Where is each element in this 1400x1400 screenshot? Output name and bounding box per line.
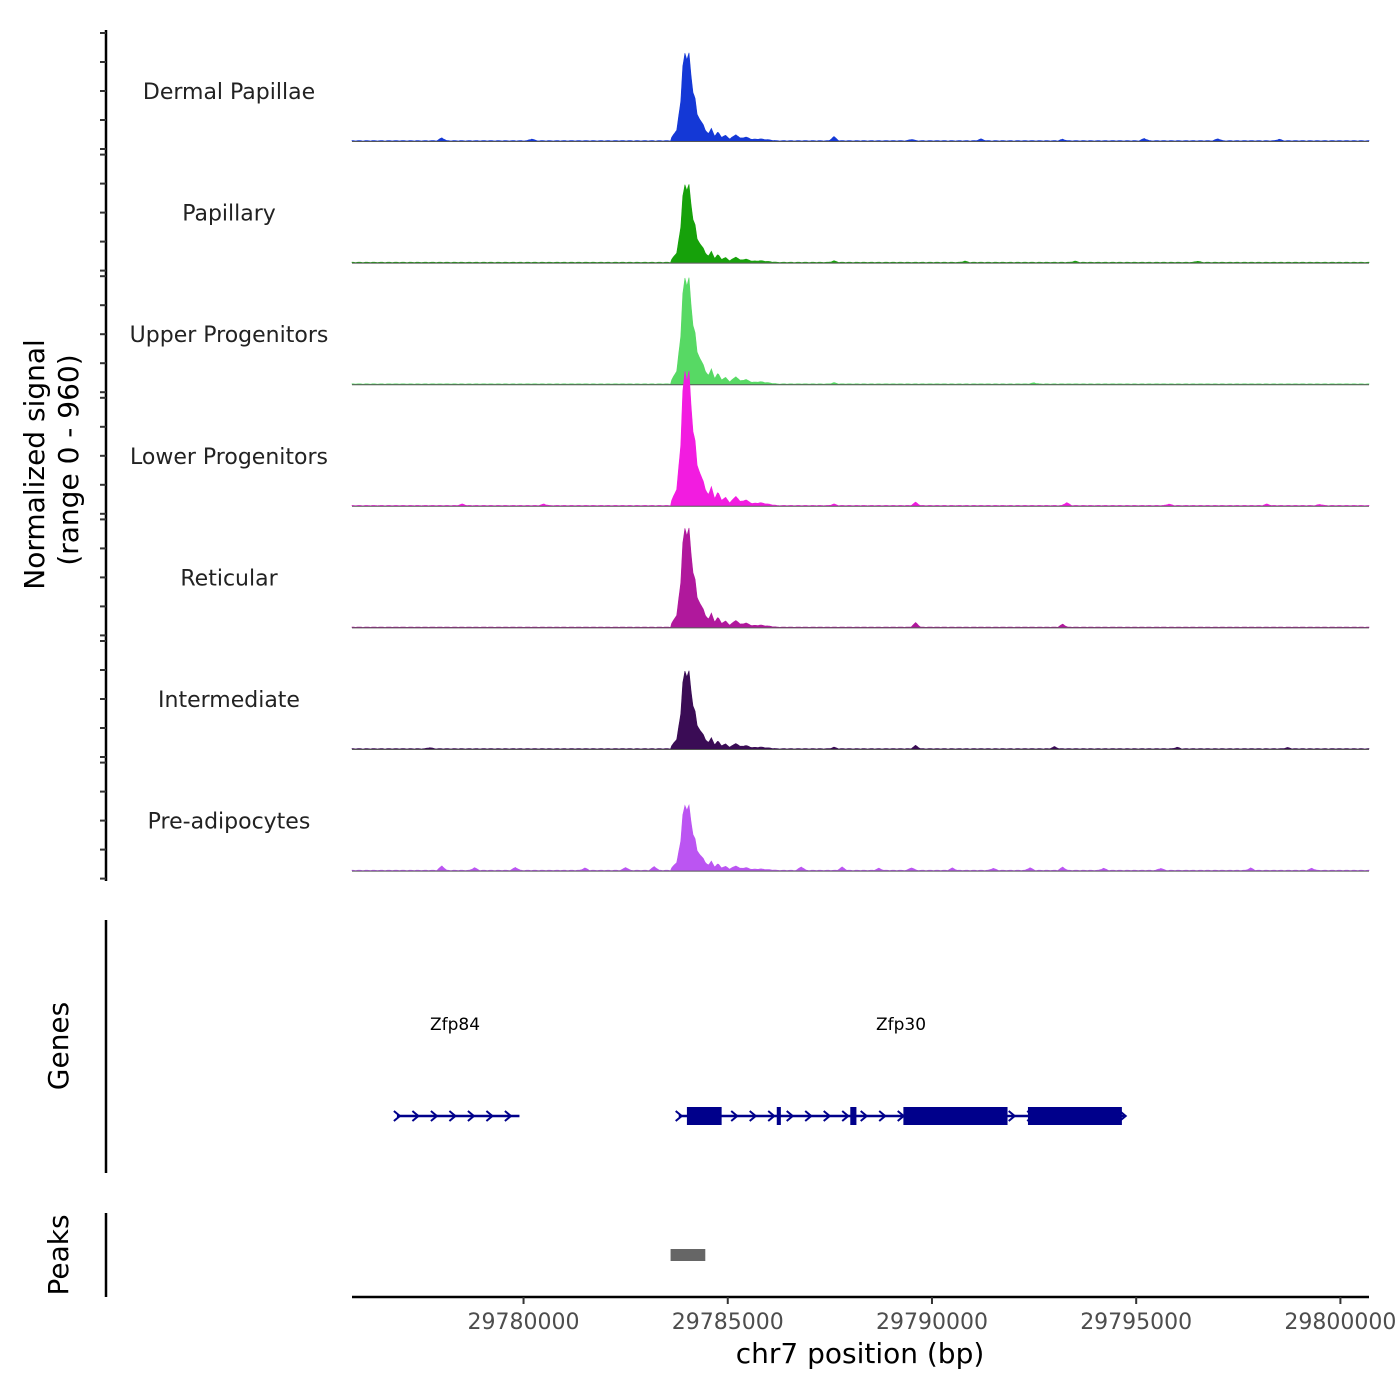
strand-arrow	[393, 1110, 402, 1122]
x-tick-label: 29785000	[672, 1310, 784, 1335]
strand-arrow	[786, 1110, 795, 1122]
strand-arrow	[504, 1110, 513, 1122]
x-axis-title: chr7 position (bp)	[736, 1337, 985, 1370]
y-axis-title: Normalized signal (range 0 - 960)	[18, 330, 85, 589]
signal-track: Lower Progenitors	[130, 370, 1370, 507]
genes-track: Zfp84 Zfp30	[104, 920, 1128, 1173]
strand-arrow	[749, 1110, 758, 1122]
signal-area	[351, 52, 1370, 142]
exon	[776, 1107, 781, 1125]
strand-arrow	[485, 1110, 494, 1122]
track-label: Dermal Papillae	[143, 80, 315, 105]
strand-arrow	[1008, 1110, 1017, 1122]
exon	[686, 1107, 722, 1125]
gene-label: Zfp84	[430, 1015, 480, 1035]
peaks-track-label: Peaks	[42, 1214, 75, 1295]
strand-arrow	[411, 1110, 420, 1122]
signal-track: Intermediate	[158, 670, 1370, 750]
track-label: Upper Progenitors	[130, 323, 329, 348]
strand-arrow	[467, 1110, 476, 1122]
track-label: Reticular	[180, 566, 278, 591]
strand-arrow	[878, 1110, 887, 1122]
gene-label: Zfp30	[876, 1015, 926, 1035]
gene: Zfp84	[393, 1015, 520, 1122]
x-tick-label: 29780000	[468, 1310, 580, 1335]
exon	[1027, 1107, 1122, 1125]
track-label: Intermediate	[158, 688, 300, 713]
signal-track: Reticular	[180, 527, 1370, 629]
strand-arrow	[841, 1110, 850, 1122]
signal-area	[351, 370, 1370, 507]
strand-arrow	[730, 1110, 739, 1122]
signal-y-axis	[100, 30, 108, 881]
signal-area	[351, 527, 1370, 628]
track-label: Papillary	[182, 202, 276, 227]
x-axis: 29780000 29785000 29790000 29795000 29800000	[352, 1295, 1396, 1335]
gene: Zfp30	[675, 1015, 1128, 1125]
signal-track: Dermal Papillae	[143, 52, 1370, 142]
strand-arrow	[767, 1110, 776, 1122]
signal-area	[351, 277, 1370, 385]
signal-area	[351, 803, 1370, 871]
x-tick-label: 29795000	[1080, 1310, 1192, 1335]
track-label: Pre-adipocytes	[148, 810, 311, 835]
strand-arrow	[823, 1110, 832, 1122]
strand-arrow	[860, 1110, 869, 1122]
y-axis-title-line-2: (range 0 - 960)	[52, 354, 85, 565]
signal-track: Upper Progenitors	[130, 277, 1370, 386]
strand-arrow	[430, 1110, 439, 1122]
y-axis-title-line-1: Normalized signal	[18, 339, 51, 590]
strand-arrow	[675, 1110, 684, 1122]
peak-region	[670, 1249, 706, 1261]
signal-tracks: Dermal Papillae Papillary Upper Progenitor…	[130, 52, 1370, 872]
signal-area	[351, 670, 1370, 750]
x-tick-label: 29800000	[1284, 1310, 1396, 1335]
strand-arrow	[448, 1110, 457, 1122]
x-tick-label: 29790000	[876, 1310, 988, 1335]
strand-arrow	[804, 1110, 813, 1122]
exon	[850, 1107, 857, 1125]
exon	[903, 1107, 1008, 1125]
genes-track-label: Genes	[42, 1002, 75, 1090]
signal-track: Papillary	[182, 184, 1370, 264]
signal-area	[351, 184, 1370, 263]
signal-track: Pre-adipocytes	[148, 803, 1370, 872]
peaks-track	[104, 1213, 706, 1297]
track-label: Lower Progenitors	[130, 445, 328, 470]
